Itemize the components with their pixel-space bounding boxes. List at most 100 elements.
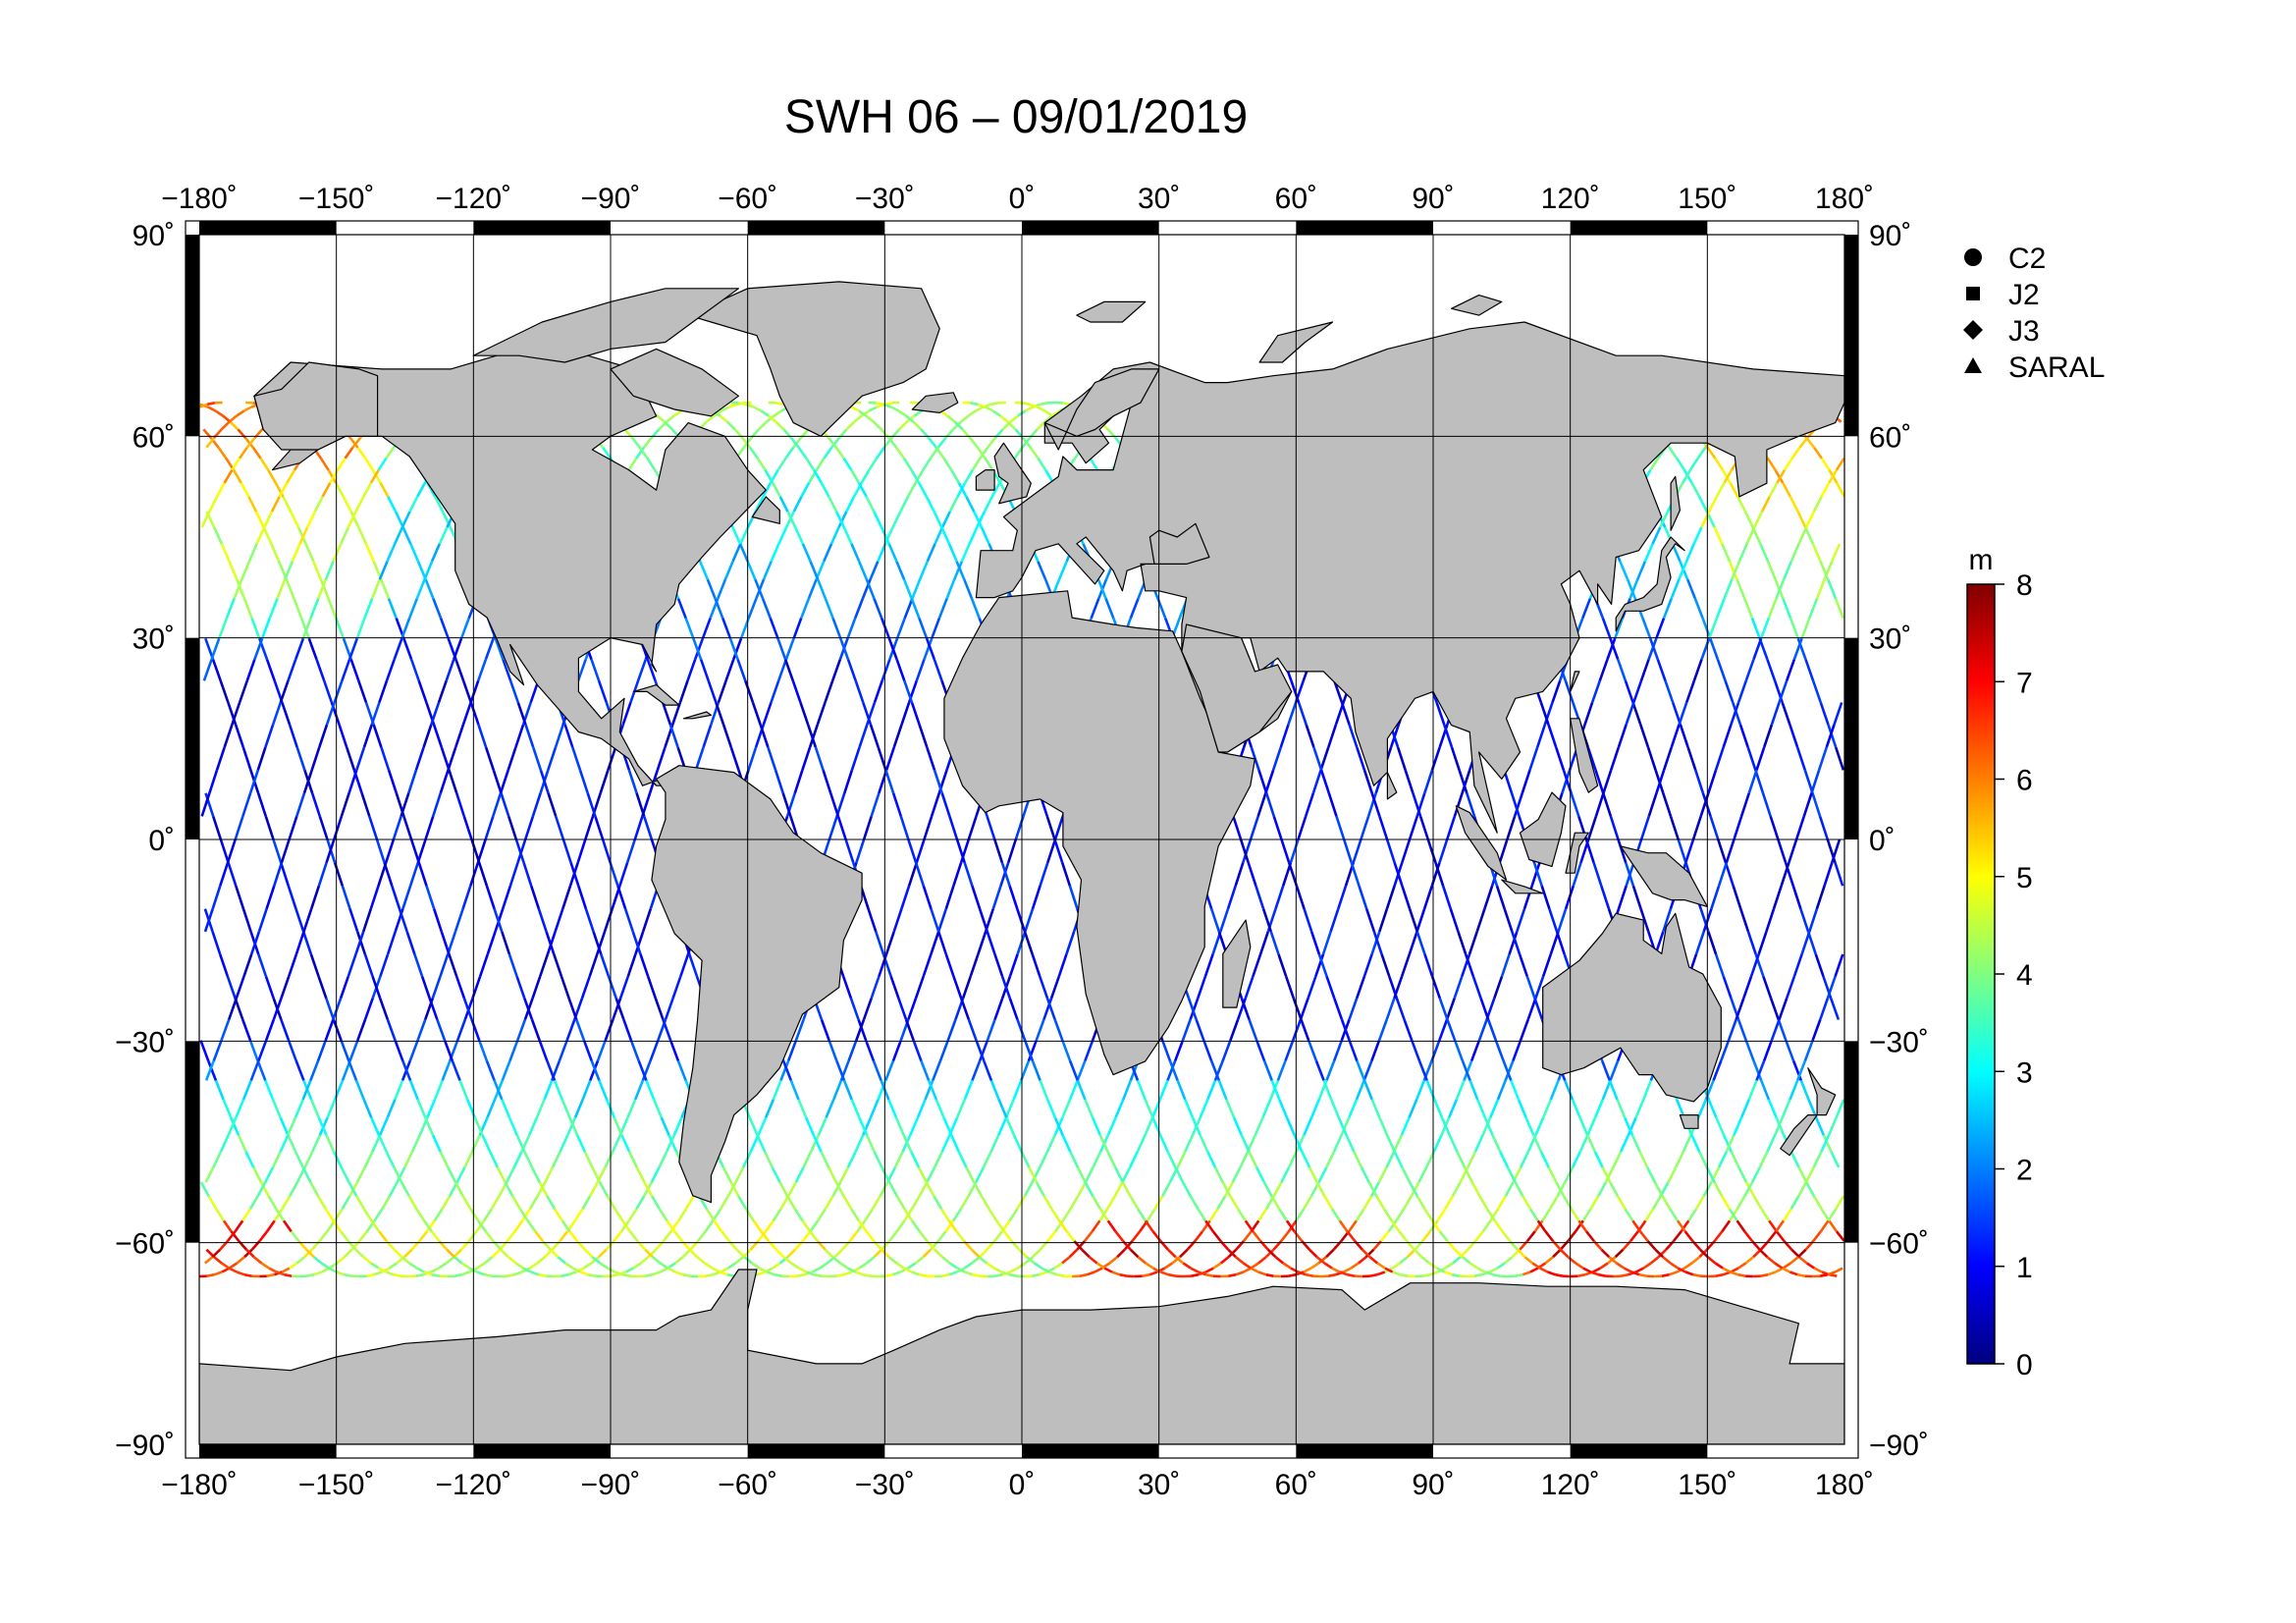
satellite-track-segment bbox=[1158, 1134, 1169, 1153]
satellite-track-segment bbox=[612, 998, 622, 1020]
satellite-track-segment bbox=[1293, 1230, 1304, 1242]
satellite-track-segment bbox=[400, 1059, 412, 1081]
satellite-track-segment bbox=[1730, 1151, 1740, 1168]
satellite-track-segment bbox=[767, 746, 777, 771]
satellite-track-segment bbox=[1340, 1019, 1351, 1042]
satellite-track-segment bbox=[1046, 1230, 1057, 1242]
satellite-track-segment bbox=[846, 1151, 857, 1168]
satellite-track-segment bbox=[1737, 1166, 1748, 1183]
satellite-track-segment bbox=[394, 908, 404, 933]
satellite-track-segment bbox=[845, 420, 856, 431]
satellite-track-segment bbox=[682, 1166, 693, 1183]
satellite-track-segment bbox=[1506, 815, 1517, 840]
satellite-track-segment bbox=[741, 1151, 752, 1168]
satellite-track-segment bbox=[518, 414, 528, 423]
satellite-track-segment bbox=[1282, 659, 1293, 681]
satellite-track-segment bbox=[1133, 724, 1144, 748]
satellite-track-segment bbox=[583, 1151, 594, 1168]
satellite-track-segment bbox=[1321, 543, 1332, 563]
satellite-track-segment bbox=[926, 543, 936, 563]
satellite-track-segment bbox=[293, 598, 303, 620]
satellite-track-segment bbox=[313, 496, 324, 513]
satellite-track-segment bbox=[1571, 976, 1581, 1000]
satellite-track-segment bbox=[739, 618, 750, 639]
satellite-track-segment bbox=[1294, 679, 1306, 703]
satellite-track-segment bbox=[473, 1116, 484, 1136]
satellite-track-segment bbox=[1293, 1134, 1304, 1153]
satellite-track-segment bbox=[377, 457, 388, 471]
satellite-track-segment bbox=[1766, 1134, 1777, 1153]
satellite-track-segment bbox=[1578, 1116, 1589, 1136]
satellite-track-segment bbox=[1600, 1248, 1611, 1259]
satellite-track-segment bbox=[1355, 1079, 1365, 1101]
satellite-track-segment bbox=[1648, 496, 1659, 513]
satellite-track-segment bbox=[1412, 526, 1422, 545]
satellite-track-segment bbox=[206, 1272, 215, 1277]
satellite-track-segment bbox=[764, 1151, 774, 1168]
satellite-track-segment bbox=[783, 659, 795, 681]
satellite-track-segment bbox=[862, 1272, 871, 1277]
satellite-track-segment bbox=[1785, 659, 1796, 681]
satellite-track-segment bbox=[762, 482, 773, 498]
satellite-track-segment bbox=[997, 724, 1008, 748]
satellite-track-segment bbox=[1796, 1248, 1807, 1259]
satellite-track-segment bbox=[866, 1256, 876, 1265]
satellite-track-segment bbox=[940, 511, 951, 528]
satellite-track-segment bbox=[835, 402, 844, 406]
satellite-track-segment bbox=[806, 724, 818, 748]
satellite-track-segment bbox=[554, 724, 564, 748]
satellite-track-segment bbox=[1616, 403, 1625, 408]
satellite-track-segment bbox=[1142, 702, 1152, 726]
satellite-track-segment bbox=[1016, 1262, 1027, 1270]
satellite-track-segment bbox=[1526, 578, 1537, 600]
satellite-track-segment bbox=[1754, 769, 1765, 794]
satellite-track-segment bbox=[1392, 1271, 1401, 1276]
satellite-track-segment bbox=[911, 578, 922, 600]
satellite-track-segment bbox=[1270, 1079, 1281, 1101]
satellite-track-segment bbox=[1589, 1195, 1600, 1210]
satellite-track-segment bbox=[1045, 815, 1056, 840]
satellite-track-segment bbox=[525, 420, 536, 431]
satellite-track-segment bbox=[1309, 1181, 1320, 1197]
satellite-track-segment bbox=[1180, 976, 1191, 1000]
satellite-track-segment bbox=[824, 1248, 834, 1259]
satellite-track-segment bbox=[1324, 598, 1335, 620]
satellite-track-segment bbox=[1393, 414, 1404, 423]
satellite-track-segment bbox=[1008, 1272, 1018, 1277]
satellite-track-segment bbox=[249, 769, 260, 794]
satellite-track-segment bbox=[1257, 1208, 1268, 1222]
satellite-track-segment bbox=[593, 526, 604, 545]
legend-diamond-icon bbox=[1963, 320, 1983, 340]
map-title: SWH 06 – 09/01/2019 bbox=[783, 91, 1249, 143]
satellite-track-segment bbox=[1050, 482, 1061, 498]
satellite-track-segment bbox=[1811, 543, 1822, 563]
satellite-track-segment bbox=[1459, 402, 1468, 406]
satellite-track-segment bbox=[769, 469, 779, 484]
satellite-track-segment bbox=[704, 406, 714, 412]
satellite-track-segment bbox=[844, 839, 855, 864]
satellite-track-segment bbox=[801, 1230, 812, 1242]
satellite-track-segment bbox=[1446, 1019, 1457, 1042]
satellite-track-segment bbox=[1746, 746, 1757, 771]
satellite-track-segment bbox=[1465, 659, 1475, 681]
satellite-track-segment bbox=[583, 1248, 594, 1259]
satellite-track-segment bbox=[1037, 457, 1047, 471]
satellite-track-segment bbox=[1118, 511, 1129, 528]
satellite-track-segment bbox=[1736, 1019, 1748, 1042]
satellite-track-segment bbox=[913, 409, 923, 417]
satellite-track-segment bbox=[481, 1134, 492, 1153]
satellite-track-segment bbox=[331, 414, 341, 423]
satellite-track-segment bbox=[301, 1166, 312, 1183]
satellite-track-segment bbox=[1222, 511, 1233, 528]
satellite-track-segment bbox=[366, 409, 376, 417]
satellite-track-segment bbox=[647, 1248, 658, 1259]
satellite-track-segment bbox=[1528, 1208, 1539, 1222]
satellite-track-segment bbox=[952, 976, 963, 1000]
satellite-track-segment bbox=[590, 1256, 600, 1265]
satellite-track-segment bbox=[1604, 1166, 1615, 1183]
satellite-track-segment bbox=[282, 414, 292, 423]
satellite-track-segment bbox=[279, 1116, 290, 1136]
satellite-track-segment bbox=[1201, 1219, 1211, 1232]
satellite-track-segment bbox=[1499, 402, 1508, 406]
satellite-track-segment bbox=[300, 447, 311, 460]
